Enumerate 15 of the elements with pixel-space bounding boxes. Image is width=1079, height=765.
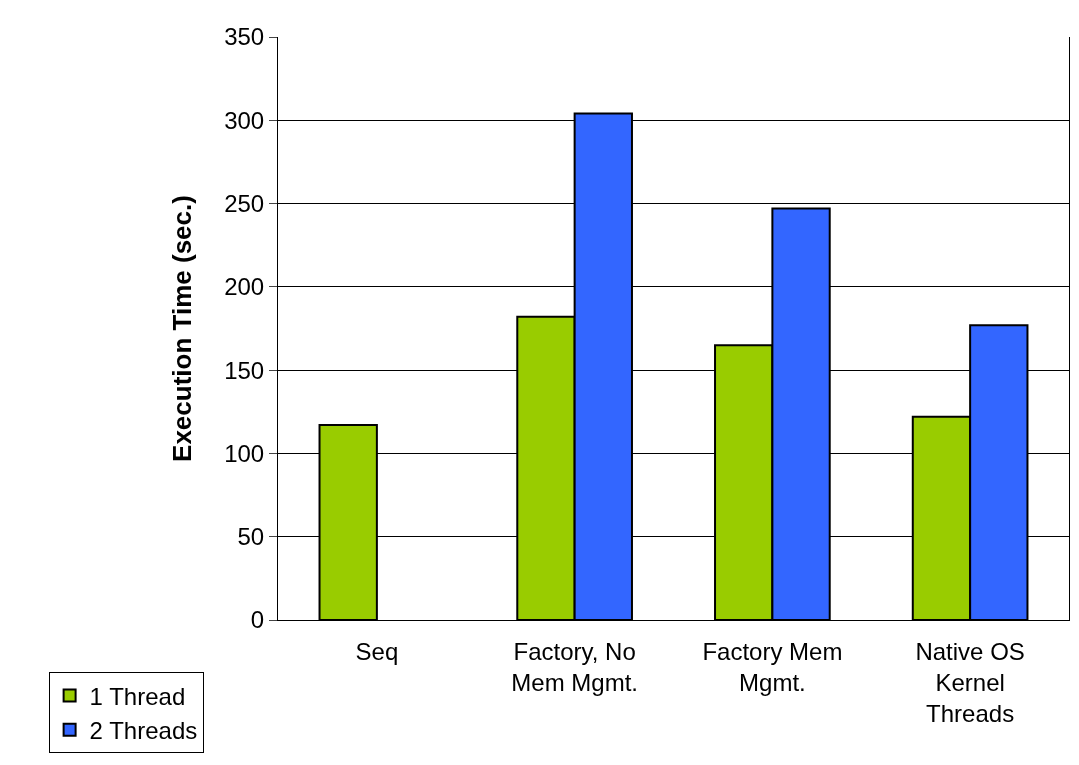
- x-tick-label: Seq: [355, 637, 399, 665]
- y-tick-label: 200: [224, 273, 265, 301]
- y-tick-label: 0: [250, 606, 265, 634]
- y-tick-label: 150: [224, 356, 265, 384]
- y-tick-label: 300: [224, 106, 265, 134]
- y-axis-title: Execution Time (sec.): [166, 195, 197, 462]
- y-tick-label: 350: [224, 23, 265, 51]
- y-tick-label: 250: [224, 189, 265, 217]
- x-tick-label: Native OS Kernel Threads: [915, 637, 1025, 728]
- y-tick-label: 100: [224, 439, 265, 467]
- legend-label: 2 Threads: [89, 717, 198, 745]
- x-tick-label: Factory, No Mem Mgmt.: [511, 637, 638, 696]
- x-tick-label: Factory Mem Mgmt.: [702, 637, 843, 696]
- y-tick-label: 50: [237, 523, 265, 551]
- legend-label: 1 Thread: [89, 682, 186, 710]
